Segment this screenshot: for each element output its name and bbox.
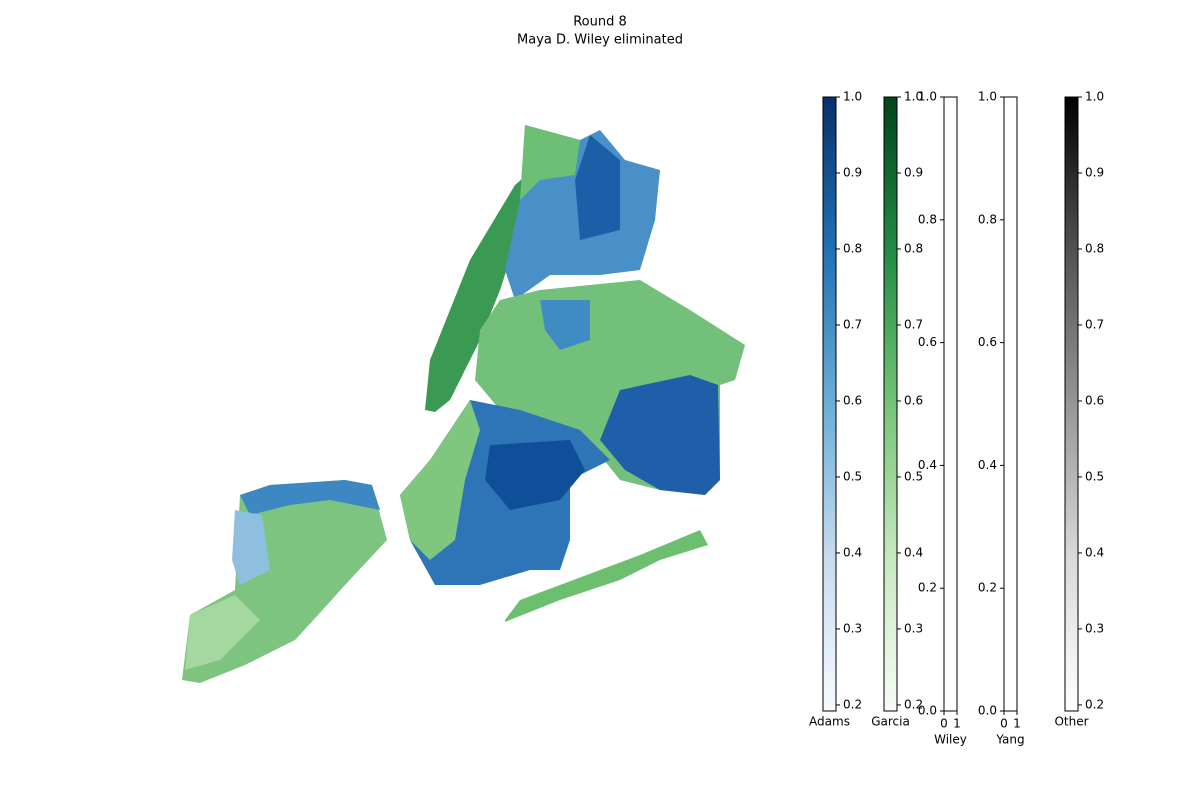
queens-southeast: [600, 375, 720, 495]
tick-label: 1.0: [904, 90, 923, 104]
tick-label: 0.5: [904, 469, 923, 483]
tick-label: 0.4: [843, 545, 862, 559]
tick-label: 0.4: [1085, 545, 1104, 559]
tick-label: 0.8: [978, 212, 997, 226]
tick-label: 0.2: [843, 697, 862, 711]
tick-label: 0.3: [904, 621, 923, 635]
colorbar-label: Other: [1054, 715, 1088, 729]
tick-label: 0.9: [1085, 165, 1104, 179]
tick-label: 1.0: [918, 90, 937, 104]
colorbar-label: Adams: [809, 715, 850, 729]
tick-label: 0.5: [843, 469, 862, 483]
tick-label: 0.6: [1085, 393, 1104, 407]
tick-label: 0.0: [918, 704, 937, 718]
tick-label: 1.0: [1085, 90, 1104, 104]
tick-label: 0.6: [843, 393, 862, 407]
x-tick-label: 1: [953, 717, 961, 731]
tick-label: 0.9: [904, 165, 923, 179]
tick-label: 0.9: [843, 165, 862, 179]
tick-label: 0.6: [918, 335, 937, 349]
x-tick-label: 0: [940, 717, 948, 731]
tick-label: 0.5: [1085, 469, 1104, 483]
tick-label: 0.8: [843, 241, 862, 255]
staten-island-mid: [232, 510, 270, 585]
rockaway: [505, 530, 708, 622]
tick-label: 0.0: [978, 704, 997, 718]
staten-island-north: [240, 480, 380, 515]
tick-label: 0.3: [843, 621, 862, 635]
tick-label: 0.4: [904, 545, 923, 559]
colorbar: [1003, 96, 1018, 712]
tick-label: 0.8: [904, 241, 923, 255]
tick-label: 1.0: [978, 90, 997, 104]
tick-label: 0.2: [918, 581, 937, 595]
x-tick-label: 0: [1000, 717, 1008, 731]
tick-label: 0.2: [1085, 697, 1104, 711]
colorbar: [822, 96, 837, 712]
title: Round 8: [573, 15, 627, 30]
tick-label: 0.2: [904, 697, 923, 711]
bronx-west: [520, 125, 580, 200]
tick-label: 0.4: [918, 458, 937, 472]
tick-label: 0.7: [1085, 317, 1104, 331]
tick-label: 0.6: [978, 335, 997, 349]
colorbar: [1064, 96, 1079, 712]
tick-label: 0.2: [978, 581, 997, 595]
queens-west: [540, 300, 590, 350]
colorbar-label: Wiley: [934, 733, 967, 747]
colorbar-label: Garcia: [871, 715, 910, 729]
tick-label: 0.8: [1085, 241, 1104, 255]
colorbar: [883, 96, 898, 712]
brooklyn-central: [485, 440, 585, 510]
tick-label: 0.7: [843, 317, 862, 331]
subtitle: Maya D. Wiley eliminated: [517, 33, 683, 48]
tick-label: 0.7: [904, 317, 923, 331]
colorbar: [943, 96, 958, 712]
tick-label: 0.4: [978, 458, 997, 472]
x-tick-label: 1: [1013, 717, 1021, 731]
bronx-east: [575, 135, 620, 240]
tick-label: 0.3: [1085, 621, 1104, 635]
tick-label: 0.8: [918, 212, 937, 226]
staten-island-south: [185, 595, 260, 670]
manhattan: [425, 172, 535, 412]
tick-label: 1.0: [843, 90, 862, 104]
map: [182, 125, 745, 683]
colorbar-label: Yang: [995, 733, 1024, 747]
tick-label: 0.6: [904, 393, 923, 407]
brooklyn-west: [400, 400, 480, 560]
